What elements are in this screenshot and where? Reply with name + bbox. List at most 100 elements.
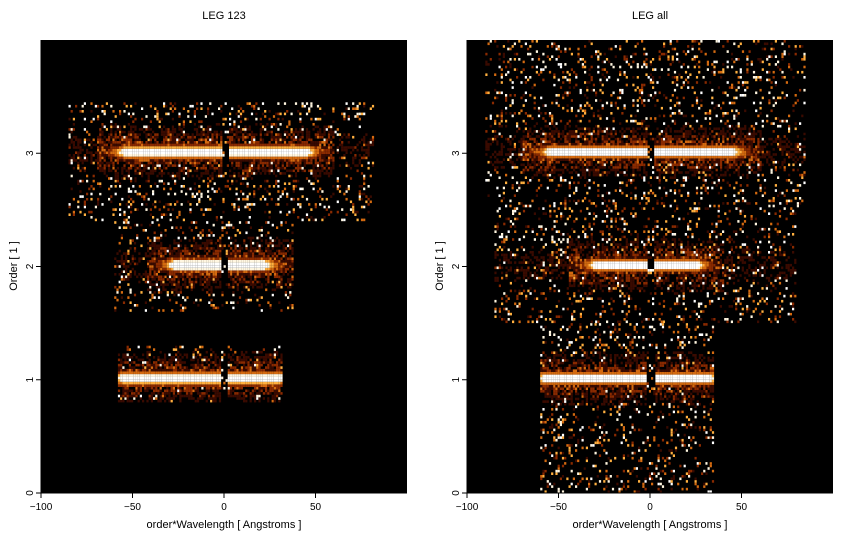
heatmap-cell xyxy=(204,143,207,147)
heatmap-cell xyxy=(369,200,372,204)
heatmap-cell xyxy=(154,148,157,152)
heatmap-cell xyxy=(245,361,248,364)
heatmap-cell xyxy=(179,361,182,364)
heatmap-cell xyxy=(179,244,182,248)
heatmap-cell xyxy=(278,376,281,380)
heatmap-cell xyxy=(191,143,194,147)
heatmap-cell xyxy=(212,262,215,266)
heatmap-cell xyxy=(160,151,163,154)
heatmap-cell xyxy=(105,151,108,154)
heatmap-cell xyxy=(83,128,86,131)
heatmap-cell xyxy=(166,265,169,268)
heatmap-cell xyxy=(677,477,680,481)
heatmap-cell xyxy=(166,257,169,260)
heatmap-cell xyxy=(164,270,167,273)
heatmap-cell xyxy=(260,350,263,354)
heatmap-cell xyxy=(352,205,355,209)
heatmap-cell xyxy=(163,104,166,108)
heatmap-cell xyxy=(241,265,244,268)
heatmap-cell xyxy=(213,159,216,162)
heatmap-cell xyxy=(286,135,289,139)
heatmap-cell xyxy=(262,283,266,286)
heatmap-cell xyxy=(269,392,272,395)
heatmap-cell xyxy=(321,146,324,149)
heatmap-cell xyxy=(239,156,243,160)
heatmap-cell xyxy=(175,389,178,393)
heatmap-cell xyxy=(354,213,357,216)
heatmap-cell xyxy=(188,257,191,260)
heatmap-cell xyxy=(365,133,368,136)
heatmap-cell xyxy=(267,262,270,266)
heatmap-cell xyxy=(271,247,274,250)
heatmap-cell xyxy=(149,148,152,152)
heatmap-cell xyxy=(303,151,306,154)
heatmap-cell xyxy=(119,128,122,131)
heatmap-cell xyxy=(179,275,182,279)
heatmap-cell xyxy=(314,146,317,149)
heatmap-cell xyxy=(207,110,210,113)
heatmap-cell xyxy=(360,218,364,222)
heatmap-cell xyxy=(164,381,167,385)
heatmap-cell xyxy=(698,469,701,473)
heatmap-cell xyxy=(242,182,245,185)
heatmap-cell xyxy=(160,252,163,255)
heatmap-cell xyxy=(271,353,274,357)
heatmap-cell xyxy=(240,397,243,400)
heatmap-cell xyxy=(77,161,80,165)
heatmap-cell xyxy=(262,270,266,273)
heatmap-cell xyxy=(230,223,233,227)
heatmap-cell xyxy=(117,376,121,380)
heatmap-cell xyxy=(305,138,309,142)
heatmap-cell xyxy=(205,389,208,393)
heatmap-cell xyxy=(269,257,272,260)
heatmap-cell xyxy=(204,115,207,118)
heatmap-cell xyxy=(648,472,652,475)
heatmap-cell xyxy=(205,358,208,362)
heatmap-cell xyxy=(103,164,106,167)
heatmap-cell xyxy=(265,262,268,266)
heatmap-cell xyxy=(282,270,285,273)
heatmap-cell xyxy=(130,151,133,154)
heatmap-cell xyxy=(215,174,218,178)
heatmap-cell xyxy=(277,151,280,154)
heatmap-cell xyxy=(250,141,254,144)
heatmap-cell xyxy=(177,257,180,260)
heatmap-cell xyxy=(330,159,333,162)
heatmap-cell xyxy=(616,475,619,478)
heatmap-cell xyxy=(254,356,257,359)
heatmap-cell xyxy=(251,366,254,369)
heatmap-cell xyxy=(172,376,175,380)
heatmap-cell xyxy=(163,161,166,165)
heatmap-cell xyxy=(371,141,375,144)
heatmap-cell xyxy=(281,151,284,154)
heatmap-cell xyxy=(232,241,235,245)
heatmap-cell xyxy=(275,164,278,167)
heatmap-cell xyxy=(244,169,247,173)
heatmap-cell xyxy=(254,371,257,375)
heatmap-cell xyxy=(201,392,204,395)
heatmap-cell xyxy=(188,384,191,387)
heatmap-cell xyxy=(193,146,196,149)
heatmap-cell xyxy=(162,309,165,312)
heatmap-cell xyxy=(207,394,211,398)
heatmap-cell xyxy=(125,265,128,268)
heatmap-cell xyxy=(173,280,176,284)
heatmap-cell xyxy=(321,148,324,152)
heatmap-cell xyxy=(221,226,224,229)
heatmap-cell xyxy=(132,125,135,129)
heatmap-cell xyxy=(77,179,80,183)
heatmap-cell xyxy=(136,192,139,196)
heatmap-cell xyxy=(191,138,194,142)
heatmap-cell xyxy=(128,368,131,372)
heatmap-cell xyxy=(201,397,204,400)
heatmap-cell xyxy=(201,368,204,372)
heatmap-cell xyxy=(134,102,137,105)
heatmap-cell xyxy=(101,195,104,198)
heatmap-cell xyxy=(360,146,364,149)
heatmap-cell xyxy=(310,216,313,219)
heatmap-cell xyxy=(271,374,274,377)
heatmap-cell xyxy=(360,135,364,139)
heatmap-cell xyxy=(284,247,287,250)
heatmap-cell xyxy=(130,146,133,149)
heatmap-cell xyxy=(323,216,326,219)
